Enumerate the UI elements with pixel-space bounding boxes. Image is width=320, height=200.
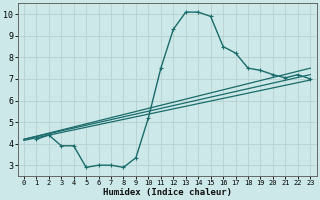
- X-axis label: Humidex (Indice chaleur): Humidex (Indice chaleur): [103, 188, 232, 197]
